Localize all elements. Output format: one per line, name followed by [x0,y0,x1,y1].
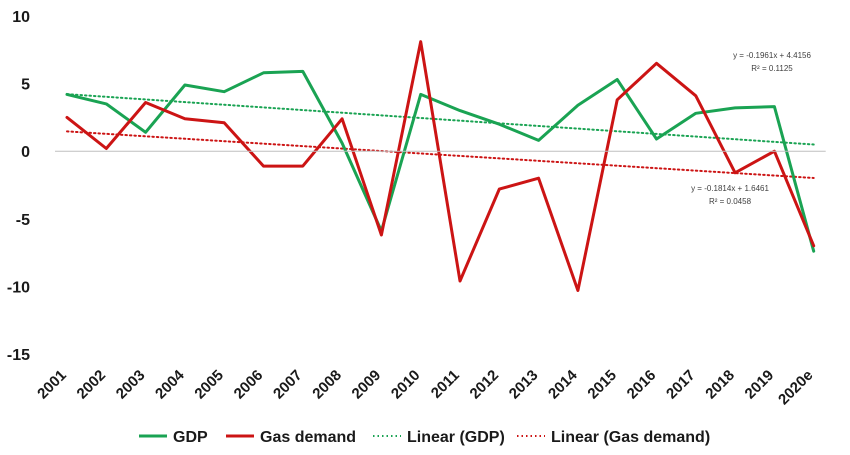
trend-equation-gdp-formula: y = -0.1961x + 4.4156 [733,51,811,60]
trend-equation-gas: y = -0.1814x + 1.6461 R² = 0.0458 [691,184,769,206]
legend-label-gdp: GDP [173,429,208,446]
legend-label-linear-gas-demand: Linear (Gas demand) [551,429,710,446]
y-tick-label: 10 [12,9,30,26]
legend: GDP Gas demand Linear (GDP) Linear (Gas … [139,429,710,446]
trendline-gdp [66,93,815,146]
y-axis: 10 5 0 -5 -10 -15 [7,9,30,364]
legend-item-linear-gdp: Linear (GDP) [373,429,505,446]
trend-equation-gdp: y = -0.1961x + 4.4156 R² = 0.1125 [733,51,811,73]
series-lines [65,40,816,292]
series-line-gas-demand [65,40,816,292]
legend-item-linear-gas-demand: Linear (Gas demand) [517,429,710,446]
legend-label-gas-demand: Gas demand [260,429,356,446]
trend-equation-gas-formula: y = -0.1814x + 1.6461 [691,184,769,193]
y-tick-label: 0 [21,144,30,161]
y-tick-label: -15 [7,347,30,364]
trend-equation-gas-r2: R² = 0.0458 [709,197,752,206]
y-tick-label: -5 [16,212,30,229]
legend-label-linear-gdp: Linear (GDP) [407,429,505,446]
series-line-gdp [65,69,816,253]
y-tick-label: 5 [21,77,30,94]
trend-equation-gdp-r2: R² = 0.1125 [751,64,793,73]
legend-item-gas-demand: Gas demand [226,429,356,446]
legend-item-gdp: GDP [139,429,208,446]
y-tick-label: -10 [7,279,30,296]
